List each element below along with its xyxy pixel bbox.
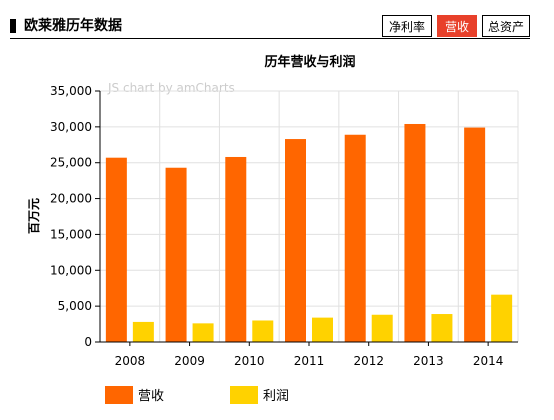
profit-bar-2008[interactable] xyxy=(132,321,154,342)
profit-bar-2014[interactable] xyxy=(491,294,513,342)
legend: 营收 利润 xyxy=(105,386,289,404)
revenue-bar-2008[interactable] xyxy=(105,157,127,342)
tab-total-assets[interactable]: 总资产 xyxy=(482,15,530,37)
legend-label[interactable]: 营收 xyxy=(138,389,164,404)
x-tick-label: 2009 xyxy=(174,354,205,368)
x-tick-label: 2014 xyxy=(473,354,504,368)
x-axis-ticks: 2008 2009 2010 2011 2012 2013 2014 xyxy=(115,342,504,368)
profit-bar-2011[interactable] xyxy=(312,317,333,342)
profit-bar-2013[interactable] xyxy=(431,314,453,342)
chart-watermark: JS chart by amCharts xyxy=(107,81,235,95)
y-axis-label: 百万元 xyxy=(27,198,41,234)
grid-lines xyxy=(100,90,519,342)
header-divider xyxy=(10,38,530,39)
revenue-bar-2014[interactable] xyxy=(464,127,486,343)
tab-net-margin[interactable]: 净利率 xyxy=(382,15,432,37)
y-tick-label: 35,000 xyxy=(50,84,92,98)
y-tick-label: 25,000 xyxy=(50,156,92,170)
x-tick-label: 2013 xyxy=(413,354,444,368)
chart-title: 历年营收与利润 xyxy=(264,54,355,70)
legend-swatch xyxy=(105,386,133,404)
x-tick-label: 2008 xyxy=(115,354,146,368)
revenue-bar-2009[interactable] xyxy=(165,167,187,342)
y-tick-label: 5,000 xyxy=(58,299,92,313)
y-tick-label: 20,000 xyxy=(50,192,92,206)
tab-revenue[interactable]: 营收 xyxy=(437,15,477,37)
bars xyxy=(105,123,513,343)
panel-header: 欧莱雅历年数据 净利率 营收 总资产 xyxy=(0,0,554,40)
profit-bar-2009[interactable] xyxy=(192,323,214,342)
y-tick-label: 0 xyxy=(84,335,92,349)
axes xyxy=(99,91,518,343)
y-tick-label: 30,000 xyxy=(50,120,92,134)
panel-title: 欧莱雅历年数据 xyxy=(24,18,122,34)
y-tick-label: 10,000 xyxy=(50,263,92,277)
revenue-bar-2011[interactable] xyxy=(285,139,306,342)
y-axis-ticks: 0 5,000 10,000 15,000 20,000 25,000 30,000 35,0… xyxy=(50,84,100,349)
y-tick-label: 15,000 xyxy=(50,227,92,241)
x-tick-label: 2011 xyxy=(294,354,325,368)
x-tick-label: 2010 xyxy=(234,354,265,368)
legend-label[interactable]: 利润 xyxy=(263,389,289,404)
legend-swatch xyxy=(230,386,258,404)
revenue-bar-2010[interactable] xyxy=(225,156,247,342)
revenue-bar-2012[interactable] xyxy=(344,134,366,342)
title-marker xyxy=(10,19,16,33)
profit-bar-2010[interactable] xyxy=(252,320,274,342)
profit-bar-2012[interactable] xyxy=(371,314,393,342)
x-tick-label: 2012 xyxy=(353,354,384,368)
revenue-bar-2013[interactable] xyxy=(404,123,426,342)
